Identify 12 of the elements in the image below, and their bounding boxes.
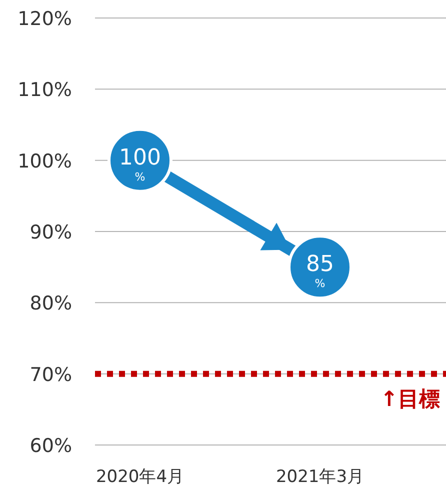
x-tick-label: 2021年3月 — [276, 467, 364, 487]
data-label: 85% — [306, 252, 334, 290]
x-tick-label: 2020年4月 — [96, 467, 184, 487]
y-tick-label: 60% — [30, 435, 72, 457]
y-tick-label: 100% — [18, 150, 72, 172]
y-tick-label: 80% — [30, 292, 72, 315]
ref-line-label: ↑目標 — [380, 386, 440, 411]
data-label: 100% — [119, 145, 161, 184]
y-tick-label: 90% — [30, 222, 72, 244]
y-tick-label: 120% — [18, 8, 72, 30]
y-tick-label: 70% — [30, 364, 72, 386]
y-tick-label: 110% — [18, 79, 72, 102]
